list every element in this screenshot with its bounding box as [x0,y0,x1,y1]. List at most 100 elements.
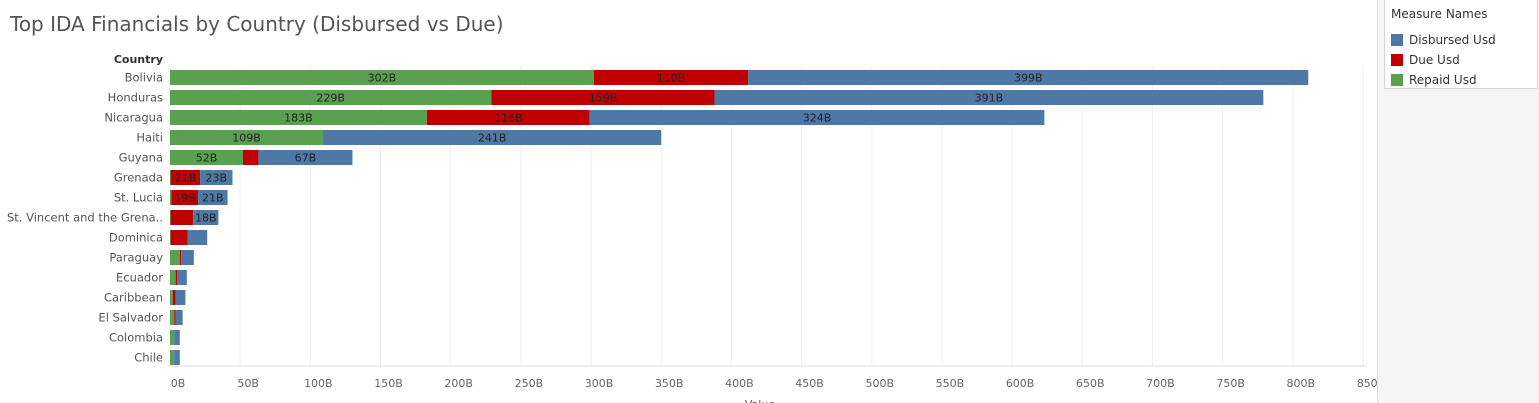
data-label: 23B [206,172,228,185]
legend-swatch-repaid [1391,74,1403,86]
bar-segment[interactable] [177,270,187,285]
bar-segment[interactable] [187,230,208,245]
x-tick-label: 200B [444,377,473,390]
bar-segment[interactable] [170,210,171,225]
bar-segment[interactable] [170,330,175,345]
bar-segment[interactable] [170,250,180,265]
bar-chart: Country Bolivia Honduras Nicaragua Haiti Guy… [7,53,1377,403]
bar-segment[interactable] [181,250,194,265]
bar-segment[interactable] [175,270,178,285]
bar-segment[interactable] [170,110,427,125]
legend-title: Measure Names [1391,7,1488,21]
x-tick-label: 450B [795,377,824,390]
bar-segment[interactable] [170,310,175,325]
bar-segment[interactable] [175,310,183,325]
data-label: 391B [975,92,1004,105]
data-label: 21B [202,192,224,205]
data-label: 324B [803,112,832,125]
x-tick-label: 500B [865,377,894,390]
category-labels: Bolivia Honduras Nicaragua Haiti Guyana Grena… [7,71,163,365]
bar-segment[interactable] [174,310,176,325]
bar-segment[interactable] [170,230,171,245]
bar-segment[interactable] [200,170,233,185]
bar-segment[interactable] [171,190,199,205]
x-tick-label: 850B [1357,377,1377,390]
bars: 302B 110B 399B 229B 159B 391B 183B 116B 324B 109B… [170,70,1309,365]
bar-segment[interactable] [170,70,594,85]
category-label: Chile [134,351,163,365]
bar-segment[interactable] [170,150,243,165]
legend-label-disbursed: Disbursed Usd [1409,33,1496,47]
data-label: 183B [284,112,313,125]
bar-segment[interactable] [170,350,175,365]
y-axis-title: Country [114,53,163,66]
data-label: 241B [478,132,507,145]
legend-panel: Measure Names Disbursed Usd Due Usd Repa… [1377,0,1539,403]
bar-segment[interactable] [179,250,182,265]
bar-segment[interactable] [170,230,188,245]
data-label: 159B [589,92,618,105]
x-tick-label: 650B [1076,377,1105,390]
data-label: 19B [174,192,196,205]
data-label: 52B [196,152,218,165]
bar-segment[interactable] [714,90,1264,105]
chart-title: Top IDA Financials by Country (Disbursed… [10,12,504,36]
legend-swatch-disbursed [1391,34,1403,46]
x-tick-label: 750B [1216,377,1245,390]
category-label: Bolivia [125,71,163,85]
category-label: Honduras [108,91,163,105]
x-tick-label: 50B [237,377,259,390]
bar-segment[interactable] [242,150,259,165]
x-tick-label: 100B [304,377,333,390]
legend-label-due: Due Usd [1409,53,1460,67]
category-label: Nicaragua [104,111,163,125]
bar-segment[interactable] [174,350,180,365]
bar-segment[interactable] [170,170,201,185]
category-label: Grenada [114,171,163,185]
bar-segment[interactable] [193,210,219,225]
bar-segment[interactable] [174,330,180,345]
legend-item-disbursed[interactable]: Disbursed Usd [1391,33,1496,47]
bar-segment[interactable] [175,290,186,305]
bar-segment[interactable] [170,170,171,185]
legend-item-due[interactable]: Due Usd [1391,53,1460,67]
bar-segment[interactable] [170,90,492,105]
data-label: 116B [494,112,523,125]
category-label: Paraguay [109,251,163,265]
bar-segment[interactable] [170,190,172,205]
data-label: 110B [657,72,686,85]
legend-label-repaid: Repaid Usd [1409,73,1477,87]
bar-segment[interactable] [170,290,173,305]
data-label: 399B [1014,72,1043,85]
category-label: St. Vincent and the Grena.. [7,211,163,225]
x-tick-label: 550B [936,377,965,390]
x-axis-ticks: 0B 50B 100B 150B 200B 250B 300B 350B 400B 450B 500… [171,377,1377,390]
bar-segment[interactable] [258,150,353,165]
data-label: 21B [175,172,197,185]
bar-segment[interactable] [170,210,194,225]
x-tick-label: 150B [374,377,403,390]
bar-segment[interactable] [172,290,176,305]
x-tick-label: 350B [655,377,684,390]
x-tick-label: 0B [171,377,186,390]
legend-swatch-due [1391,54,1403,66]
bar-segment[interactable] [198,190,228,205]
bar-segment[interactable] [491,90,715,105]
data-label: 302B [368,72,397,85]
legend: Measure Names Disbursed Usd Due Usd Repa… [1384,0,1538,89]
category-label: Haiti [136,131,163,145]
bar-segment[interactable] [748,70,1309,85]
legend-item-repaid[interactable]: Repaid Usd [1391,73,1477,87]
bar-segment[interactable] [170,130,323,145]
bar-segment[interactable] [322,130,662,145]
category-label: El Salvador [98,311,163,325]
data-label: 67B [295,152,317,165]
bar-segment[interactable] [170,270,176,285]
x-axis-title-partial: Value [745,398,775,403]
bar-segment[interactable] [426,110,590,125]
bar-segment[interactable] [589,110,1045,125]
category-label: Dominica [109,231,163,245]
category-label: Caribbean [104,291,163,305]
data-label: 18B [195,212,217,225]
bar-segment[interactable] [593,70,749,85]
